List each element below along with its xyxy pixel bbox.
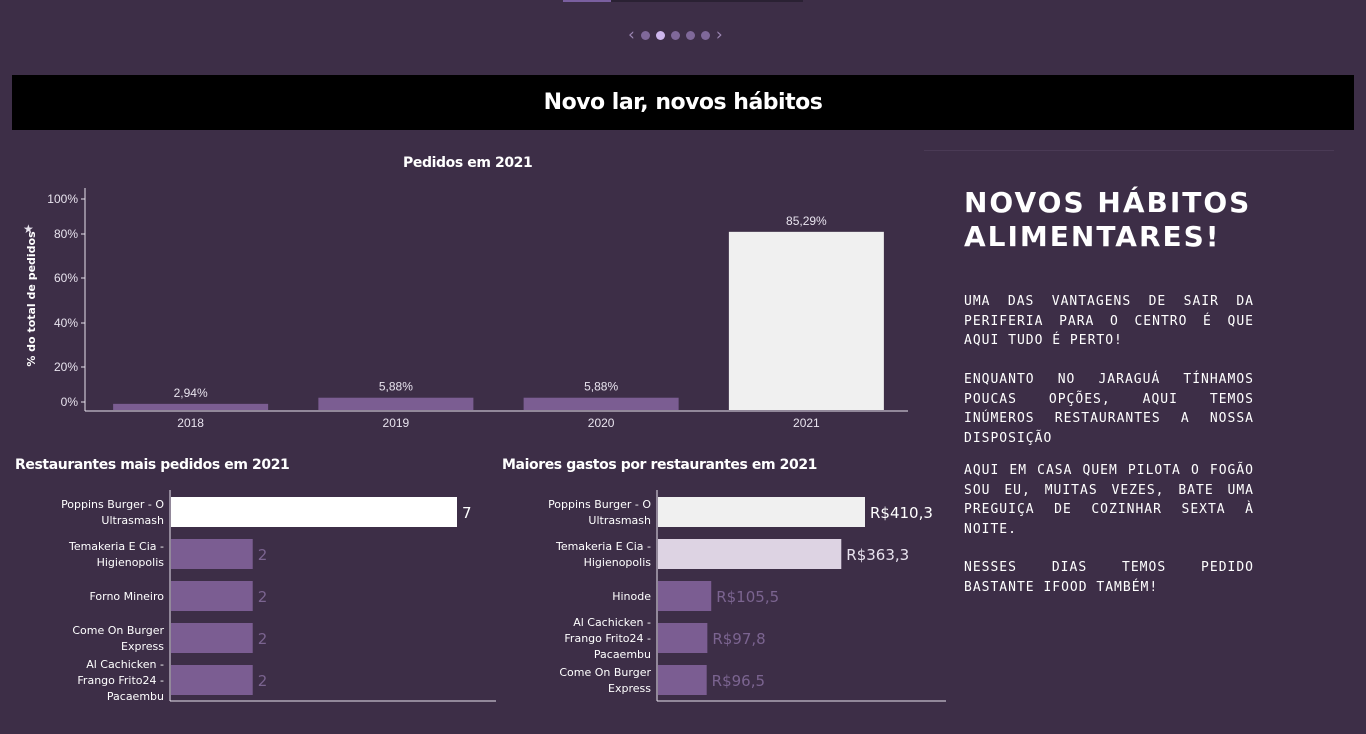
data-label-Al Cachicken - Frango Frito24 - Pacaembu: R$97,8	[712, 630, 765, 648]
bar-Al Cachicken - Frango Frito24 - Pacaembu	[171, 665, 253, 695]
y-tick-label: 40%	[54, 316, 78, 330]
category-label: Pacaembu	[107, 690, 164, 703]
data-label-Hinode: R$105,5	[716, 588, 779, 606]
page-banner: Novo lar, novos hábitos	[12, 75, 1354, 130]
side-paragraph-2: ENQUANTO NO JARAGUÁ TÍNHAMOS POUCAS OPÇÕ…	[964, 372, 1254, 446]
side-paragraph-4: NESSES DIAS TEMOS PEDIDO BASTANTE IFOOD …	[964, 560, 1254, 595]
bar-2020	[523, 397, 679, 410]
category-label: Express	[121, 640, 164, 653]
data-label-Forno Mineiro: 2	[258, 588, 268, 606]
side-heading: NOVOS HÁBITOS ALIMENTARES!	[964, 186, 1252, 253]
x-tick-label-2020: 2020	[588, 416, 615, 430]
pedidos-chart: 0% 20% 40% 60% 80% 100% 2,94% 2018 5,88% 2019 5,88…	[23, 188, 908, 430]
story-navigator: ‹ ›	[628, 26, 738, 44]
bar-Poppins Burger - O Ultrasmash	[658, 497, 865, 527]
bar-Poppins Burger - O Ultrasmash	[171, 497, 457, 527]
bar-2018	[113, 403, 269, 410]
y-tick-label: 80%	[54, 227, 78, 241]
bar-Temakeria E Cia - Higienopolis	[171, 539, 253, 569]
y-tick-label: 60%	[54, 271, 78, 285]
chevron-right-icon[interactable]: ›	[715, 24, 723, 45]
story-point-5[interactable]	[700, 30, 710, 40]
data-label-Temakeria E Cia - Higienopolis: R$363,3	[846, 546, 909, 564]
y-tick-label: 20%	[54, 360, 78, 374]
chart-title-restaurantes: Restaurantes mais pedidos em 2021	[15, 457, 290, 473]
gastos-chart: R$410,3 Poppins Burger - O Ultrasmash R$363…	[548, 490, 946, 702]
category-label: Hinode	[612, 590, 651, 603]
side-paragraph-3: AQUI EM CASA QUEM PILOTA O FOGÃO SOU EU,…	[964, 463, 1254, 537]
y-axis-title: % do total de pedidos	[25, 231, 38, 367]
x-tick-label-2019: 2019	[383, 416, 410, 430]
data-label-Poppins Burger - O Ultrasmash: 7	[462, 504, 472, 522]
category-label: Ultrasmash	[101, 514, 164, 527]
category-label: Pacaembu	[594, 648, 651, 661]
data-label-Poppins Burger - O Ultrasmash: R$410,3	[870, 504, 933, 522]
category-label: Higienopolis	[584, 556, 652, 569]
data-label-Temakeria E Cia - Higienopolis: 2	[258, 546, 268, 564]
x-tick-label-2018: 2018	[177, 416, 204, 430]
chevron-left-icon[interactable]: ‹	[628, 24, 635, 45]
data-label-Al Cachicken - Frango Frito24 - Pacaembu: 2	[258, 672, 268, 690]
chart-title-pedidos: Pedidos em 2021	[403, 155, 533, 171]
y-tick-label: 100%	[47, 192, 78, 206]
chart-title-gastos: Maiores gastos por restaurantes em 2021	[502, 457, 818, 473]
data-label-Come On Burger Express: 2	[258, 630, 268, 648]
data-label-2018: 2,94%	[174, 386, 208, 400]
category-label: Come On Burger	[72, 624, 164, 637]
category-label: Poppins Burger - O	[548, 498, 651, 511]
story-point-1[interactable]	[640, 30, 650, 40]
page-title: Novo lar, novos hábitos	[543, 90, 823, 115]
bar-Come On Burger Express	[171, 623, 253, 653]
category-label: Temakeria E Cia -	[68, 540, 164, 553]
story-point-3[interactable]	[670, 30, 680, 40]
category-label: Frango Frito24 -	[77, 674, 164, 687]
category-label: Al Cachicken -	[573, 616, 651, 629]
story-point-4[interactable]	[685, 30, 695, 40]
top-tab-strip	[563, 0, 803, 2]
x-tick-label-2021: 2021	[793, 416, 820, 430]
bar-Come On Burger Express	[658, 665, 707, 695]
bar-2021	[728, 231, 884, 410]
bar-Forno Mineiro	[171, 581, 253, 611]
top-tab-active[interactable]	[563, 0, 611, 2]
category-label: Forno Mineiro	[89, 590, 164, 603]
category-label: Frango Frito24 -	[564, 632, 651, 645]
data-label-2020: 5,88%	[584, 380, 618, 394]
bar-Hinode	[658, 581, 712, 611]
category-label: Poppins Burger - O	[61, 498, 164, 511]
pin-icon[interactable]: ★	[23, 222, 34, 236]
y-tick-label: 0%	[61, 395, 79, 409]
category-label: Ultrasmash	[588, 514, 651, 527]
bar-Al Cachicken - Frango Frito24 - Pacaembu	[658, 623, 708, 653]
side-paragraph-1: UMA DAS VANTAGENS DE SAIR DA PERIFERIA P…	[964, 294, 1254, 348]
story-point-2[interactable]	[655, 30, 665, 40]
category-label: Come On Burger	[559, 666, 651, 679]
restaurantes-chart: 7 Poppins Burger - O Ultrasmash 2 Temakeria …	[61, 490, 496, 703]
bar-Temakeria E Cia - Higienopolis	[658, 539, 842, 569]
category-label: Express	[608, 682, 651, 695]
category-label: Temakeria E Cia -	[555, 540, 651, 553]
data-label-Come On Burger Express: R$96,5	[712, 672, 765, 690]
text-panel	[924, 150, 1334, 710]
bar-2019	[318, 397, 474, 410]
data-label-2021: 85,29%	[786, 214, 827, 228]
category-label: Higienopolis	[97, 556, 165, 569]
data-label-2019: 5,88%	[379, 380, 413, 394]
category-label: Al Cachicken -	[86, 658, 164, 671]
